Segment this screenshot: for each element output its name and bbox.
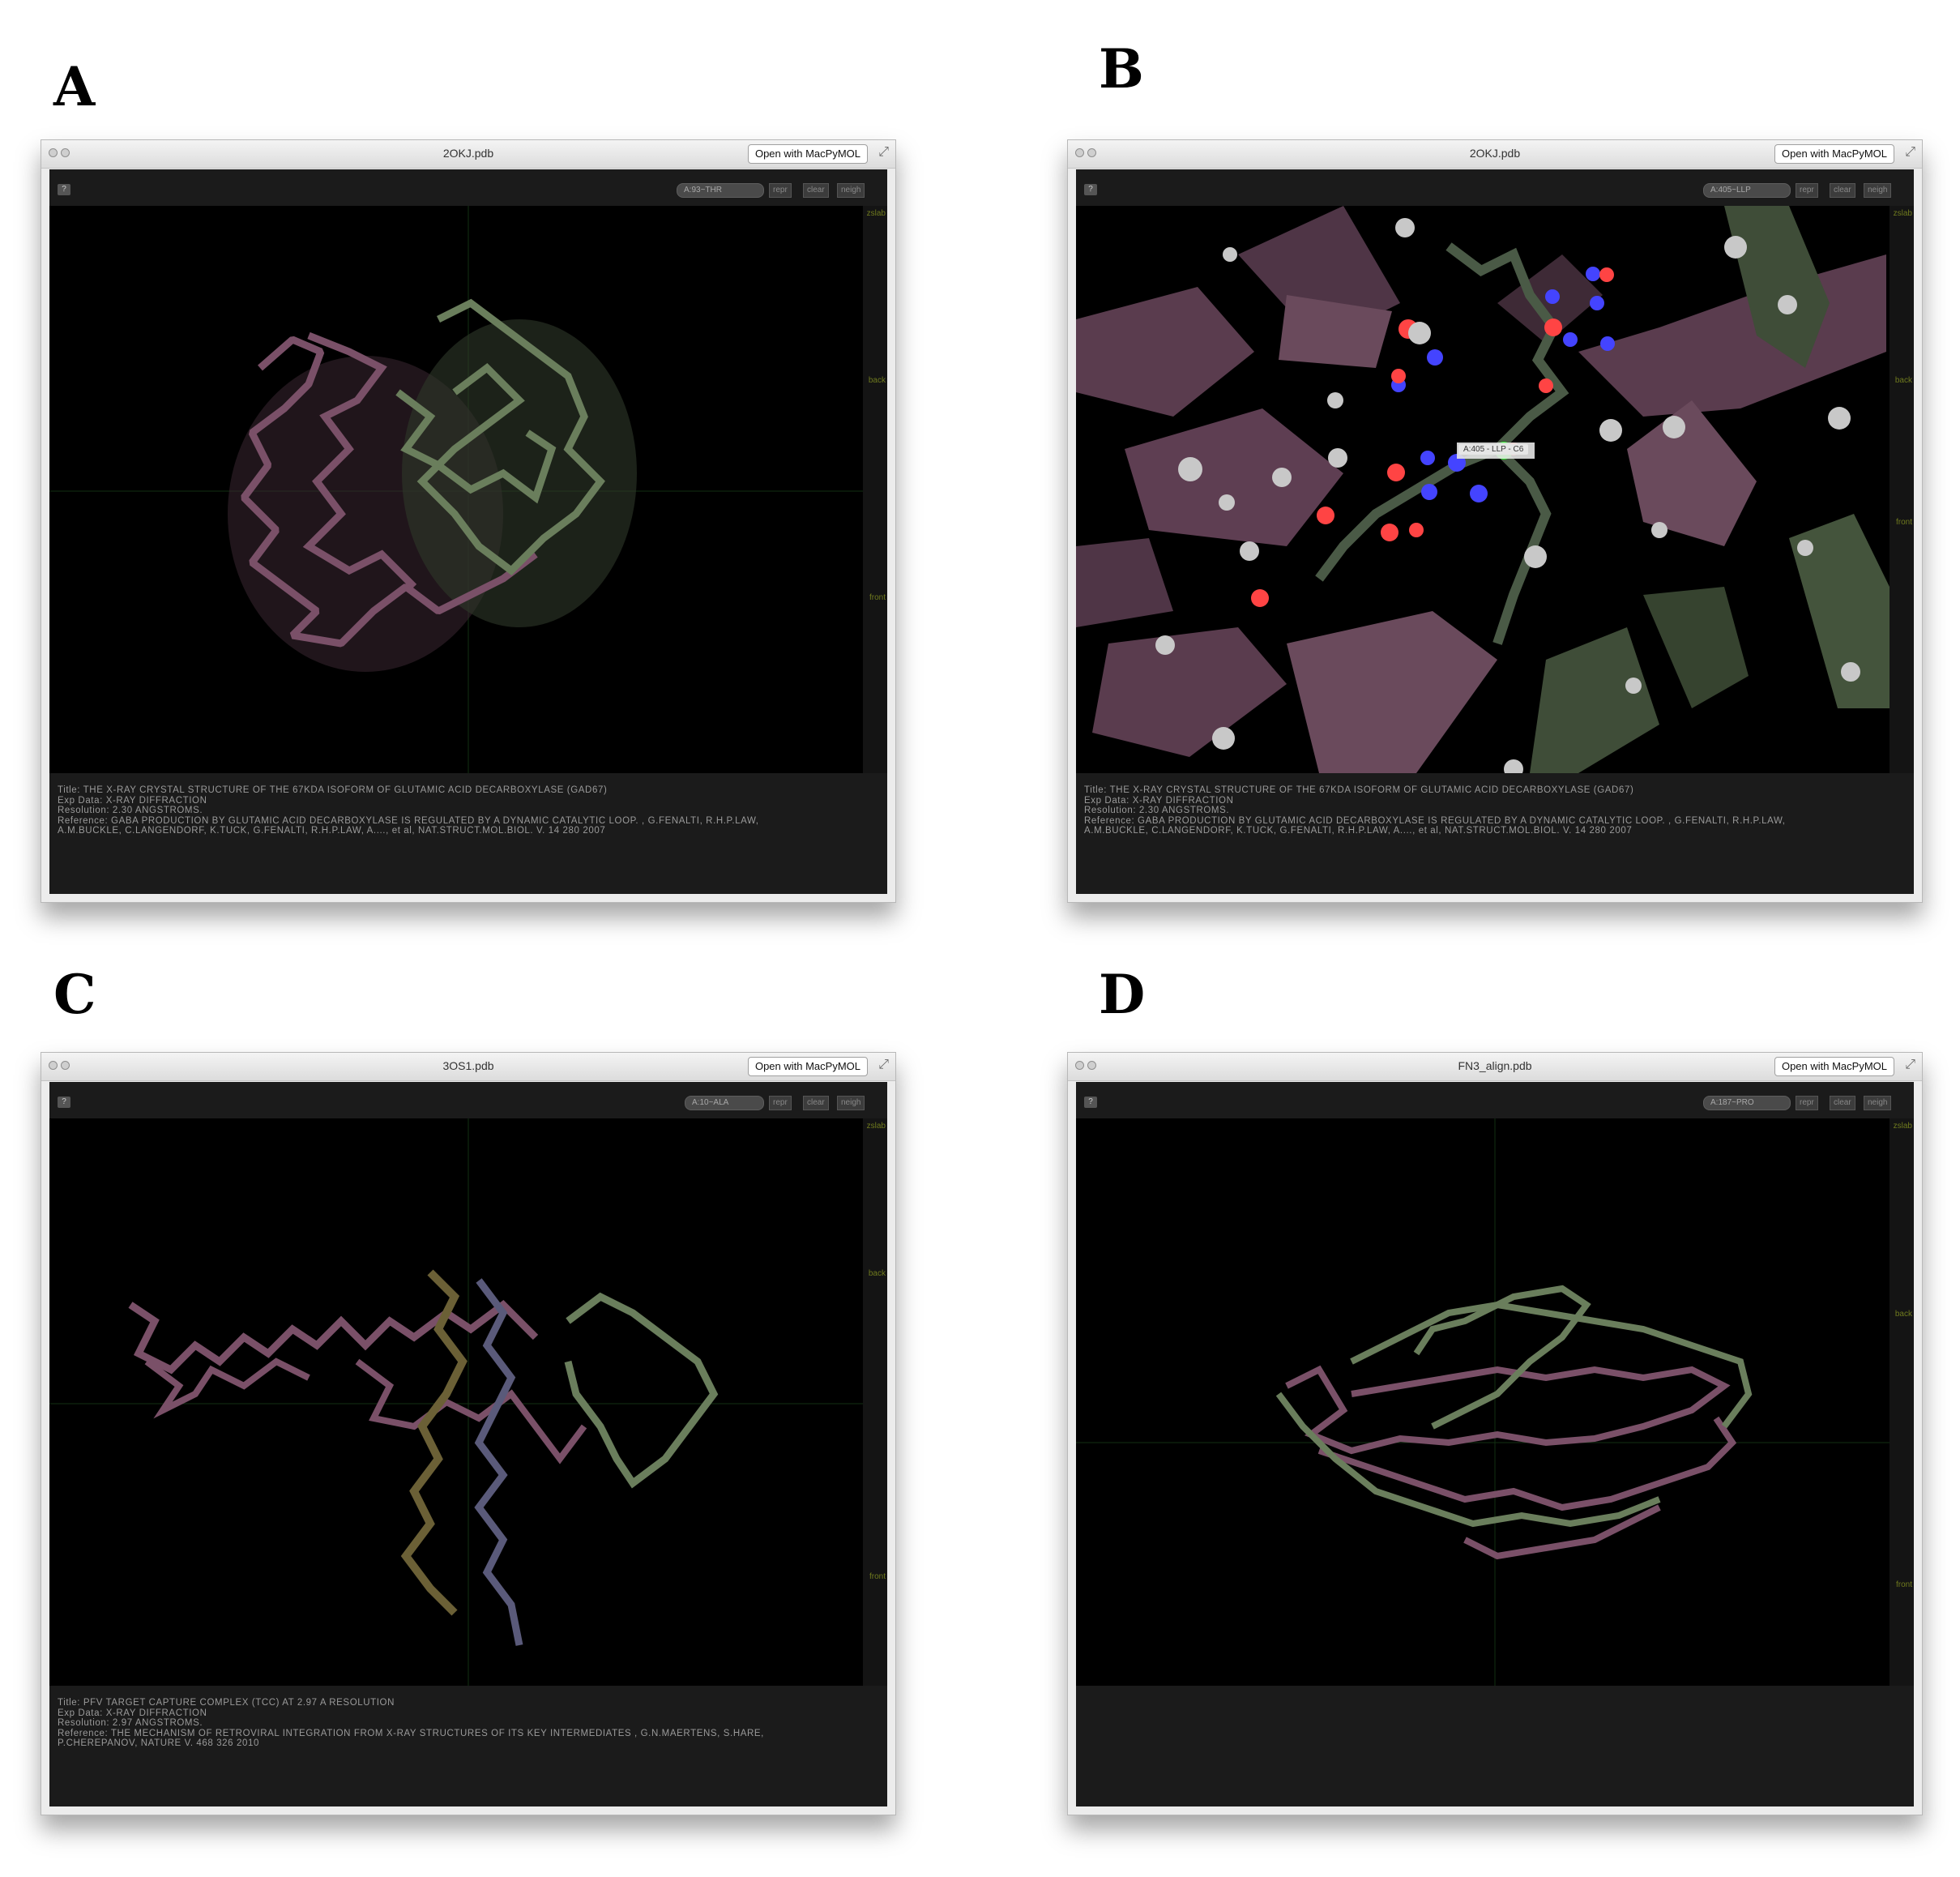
clear-button[interactable]: clear (803, 1096, 829, 1110)
neigh-button[interactable]: neigh (837, 1096, 865, 1110)
minimize-icon[interactable] (61, 1061, 70, 1070)
info-reference: Reference: GABA PRODUCTION BY GLUTAMIC A… (1084, 815, 1786, 826)
open-with-macpymol-button[interactable]: Open with MacPyMOL (747, 1057, 868, 1076)
window-titlebar[interactable]: 2OKJ.pdb Open with MacPyMOL ⤢ (1068, 140, 1922, 169)
info-title: Title: THE X-RAY CRYSTAL STRUCTURE OF TH… (1084, 785, 1634, 795)
open-with-macpymol-button[interactable]: Open with MacPyMOL (1774, 144, 1894, 164)
expand-icon[interactable]: ⤢ (1905, 145, 1915, 159)
front-label: front (869, 1572, 886, 1581)
molecule-canvas[interactable]: zslab back front (49, 206, 887, 773)
info-reference: Reference: GABA PRODUCTION BY GLUTAMIC A… (58, 815, 759, 826)
info-exp: Exp Data: X-RAY DIFFRACTION (1084, 795, 1234, 806)
viewer-panel: ? A:405~LLP repr clear neigh (1076, 169, 1914, 894)
zslab-label: zslab (1893, 1122, 1912, 1131)
panel-label-a: A (53, 55, 96, 118)
molecule-canvas[interactable]: zslab back front (1076, 1118, 1914, 1686)
structure-info: Title: PFV TARGET CAPTURE COMPLEX (TCC) … (58, 1698, 876, 1749)
residue-selector[interactable]: A:187~PRO (1703, 1096, 1791, 1110)
zslab-label: zslab (866, 209, 886, 218)
info-resolution: Resolution: 2.30 ANGSTROMS. (58, 806, 203, 815)
info-reference-cont: P.CHEREPANOV, NATURE V. 468 326 2010 (58, 1738, 259, 1748)
viewer-panel: ? A:10~ALA repr clear neigh zslab back f… (49, 1082, 887, 1806)
help-button[interactable]: ? (1084, 184, 1097, 195)
panel-label-b: B (1099, 37, 1144, 100)
window-title: FN3_align.pdb (1458, 1059, 1532, 1072)
open-with-macpymol-button[interactable]: Open with MacPyMOL (747, 144, 868, 164)
repr-button[interactable]: repr (769, 1096, 792, 1110)
zslab-label: zslab (866, 1122, 886, 1131)
info-exp: Exp Data: X-RAY DIFFRACTION (58, 795, 207, 806)
neigh-button[interactable]: neigh (837, 183, 865, 198)
zoomed-active-site-graphic (1076, 206, 1890, 773)
close-icon[interactable] (1075, 148, 1084, 157)
front-label: front (869, 593, 886, 602)
back-label: back (1894, 1310, 1912, 1319)
back-label: back (1894, 376, 1912, 385)
viewer-panel: ? A:93~THR repr clear neigh zslab back f… (49, 169, 887, 894)
dna-protein-complex-graphic (49, 1118, 863, 1686)
front-label: front (1895, 1580, 1912, 1589)
info-title: Title: THE X-RAY CRYSTAL STRUCTURE OF TH… (58, 785, 608, 795)
slab-control[interactable]: zslab back front (863, 206, 887, 773)
back-label: back (868, 1269, 886, 1278)
repr-button[interactable]: repr (1796, 183, 1818, 198)
slab-control[interactable]: zslab back front (1890, 1118, 1914, 1686)
clear-button[interactable]: clear (1830, 183, 1855, 198)
minimize-icon[interactable] (1087, 148, 1096, 157)
slab-control[interactable]: zslab back front (1890, 206, 1914, 773)
info-reference: Reference: THE MECHANISM OF RETROVIRAL I… (58, 1728, 764, 1738)
help-button[interactable]: ? (1084, 1097, 1097, 1108)
open-with-macpymol-button[interactable]: Open with MacPyMOL (1774, 1057, 1894, 1076)
back-label: back (868, 376, 886, 385)
minimize-icon[interactable] (1087, 1061, 1096, 1070)
viewer-window-a: 2OKJ.pdb Open with MacPyMOL ⤢ ? A:93~THR… (41, 139, 896, 903)
protein-structure-graphic (49, 206, 863, 773)
help-button[interactable]: ? (58, 184, 70, 195)
panel-label-d: D (1099, 963, 1146, 1026)
info-title: Title: PFV TARGET CAPTURE COMPLEX (TCC) … (58, 1698, 395, 1708)
residue-selector[interactable]: A:10~ALA (685, 1096, 764, 1110)
window-titlebar[interactable]: FN3_align.pdb Open with MacPyMOL ⤢ (1068, 1053, 1922, 1081)
clear-button[interactable]: clear (803, 183, 829, 198)
info-reference-cont: A.M.BUCKLE, C.LANGENDORF, K.TUCK, G.FENA… (58, 826, 606, 836)
residue-selector[interactable]: A:405~LLP (1703, 183, 1791, 198)
help-button[interactable]: ? (58, 1097, 70, 1108)
close-icon[interactable] (49, 148, 58, 157)
neigh-button[interactable]: neigh (1864, 183, 1892, 198)
window-title: 3OS1.pdb (442, 1059, 494, 1072)
expand-icon[interactable]: ⤢ (1905, 1058, 1915, 1071)
molecule-canvas[interactable]: zslab back front (49, 1118, 887, 1686)
info-reference-cont: A.M.BUCKLE, C.LANGENDORF, K.TUCK, G.FENA… (1084, 826, 1633, 836)
minimize-icon[interactable] (61, 148, 70, 157)
window-titlebar[interactable]: 3OS1.pdb Open with MacPyMOL ⤢ (41, 1053, 895, 1081)
repr-button[interactable]: repr (769, 183, 792, 198)
window-titlebar[interactable]: 2OKJ.pdb Open with MacPyMOL ⤢ (41, 140, 895, 169)
viewer-panel: ? A:187~PRO repr clear neigh zslab back … (1076, 1082, 1914, 1806)
info-resolution: Resolution: 2.97 ANGSTROMS. (58, 1718, 203, 1728)
panel-label-c: C (53, 963, 96, 1026)
residue-selector[interactable]: A:93~THR (677, 183, 764, 198)
window-title: 2OKJ.pdb (1469, 147, 1521, 160)
expand-icon[interactable]: ⤢ (878, 1058, 889, 1071)
expand-icon[interactable]: ⤢ (878, 145, 889, 159)
aligned-structures-graphic (1076, 1118, 1890, 1686)
neigh-button[interactable]: neigh (1864, 1096, 1892, 1110)
slab-control[interactable]: zslab back front (863, 1118, 887, 1686)
atom-tooltip: A:405 - LLP - C6 (1458, 444, 1529, 455)
info-resolution: Resolution: 2.30 ANGSTROMS. (1084, 806, 1230, 815)
structure-info: Title: THE X-RAY CRYSTAL STRUCTURE OF TH… (58, 785, 876, 836)
window-title: 2OKJ.pdb (442, 147, 494, 160)
front-label: front (1895, 518, 1912, 527)
close-icon[interactable] (49, 1061, 58, 1070)
molecule-canvas[interactable]: A:405 - LLP - C6 zslab back front (1076, 206, 1914, 773)
viewer-window-b: 2OKJ.pdb Open with MacPyMOL ⤢ ? A:405~LL… (1067, 139, 1923, 903)
close-icon[interactable] (1075, 1061, 1084, 1070)
viewer-window-d: FN3_align.pdb Open with MacPyMOL ⤢ ? A:1… (1067, 1052, 1923, 1815)
repr-button[interactable]: repr (1796, 1096, 1818, 1110)
viewer-window-c: 3OS1.pdb Open with MacPyMOL ⤢ ? A:10~ALA… (41, 1052, 896, 1815)
structure-info: Title: THE X-RAY CRYSTAL STRUCTURE OF TH… (1084, 785, 1902, 836)
clear-button[interactable]: clear (1830, 1096, 1855, 1110)
zslab-label: zslab (1893, 209, 1912, 218)
info-exp: Exp Data: X-RAY DIFFRACTION (58, 1708, 207, 1718)
